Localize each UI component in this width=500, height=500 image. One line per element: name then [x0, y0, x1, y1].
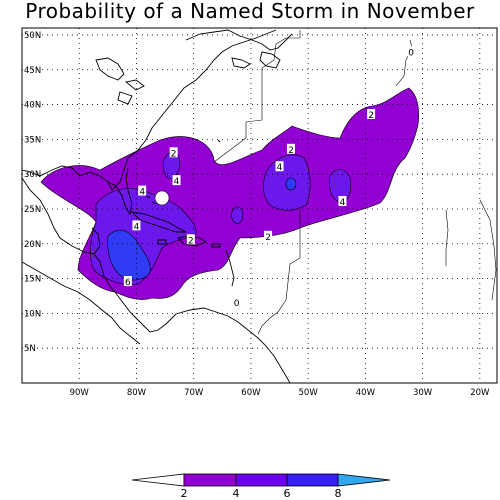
contour-label: 4 [134, 222, 140, 232]
longitude-tick-labels: 90W 80W 70W 60W 50W 40W 30W 20W [70, 388, 490, 398]
canada-coast [185, 29, 293, 51]
lat-tick-label: 25N [24, 205, 41, 215]
colorbar-segment-4-6 [235, 473, 288, 487]
lat-tick-label: 15N [24, 275, 41, 285]
lon-tick-label: 40W [356, 388, 376, 398]
south-america-coast [165, 307, 291, 383]
map-frame [21, 27, 498, 384]
contour-label: 0 [234, 299, 240, 309]
colorbar-right-arrow [337, 473, 391, 487]
colorbar-label: 6 [284, 487, 291, 500]
pacific-coast [22, 261, 141, 345]
lon-tick-label: 60W [241, 388, 261, 398]
level-6-spot [285, 177, 297, 191]
contour-label-background [232, 296, 241, 307]
lon-tick-label: 70W [184, 388, 204, 398]
contour-label-background [132, 220, 141, 231]
lat-tick-label: 30N [24, 170, 41, 180]
jamaica [157, 239, 167, 245]
contour-label: 4 [174, 177, 180, 187]
contour-label-background [123, 276, 132, 287]
latitude-tick-labels: 50N 45N 40N 35N 30N 25N 20N 15N 10N 5N [24, 31, 41, 354]
lon-tick-label: 90W [70, 388, 90, 398]
coastlines [22, 29, 293, 383]
contour-label: 0 [408, 48, 414, 58]
contour-label-background [367, 109, 376, 120]
lat-tick-label: 10N [24, 309, 41, 319]
contour-label-background [407, 46, 416, 57]
nova-scotia [231, 57, 251, 69]
contour-label-background [275, 161, 284, 172]
colorbar-label: 8 [335, 487, 342, 500]
gulf-coast [22, 177, 101, 255]
level-4-region-small [231, 206, 244, 224]
contour-label: 6 [125, 278, 131, 288]
contour-label: 4 [340, 198, 346, 208]
contour-label-background [169, 147, 178, 158]
bermuda [217, 139, 221, 143]
florida-coast [107, 167, 133, 216]
lat-tick-label: 50N [24, 31, 41, 41]
north-america-coast [22, 29, 277, 191]
contour-label: 4 [277, 163, 283, 173]
colorbar-segment-2-4 [183, 473, 237, 487]
colorbar-left-arrow [131, 473, 185, 487]
lon-tick-label: 30W [413, 388, 433, 398]
contour-label: 2 [265, 233, 271, 243]
contour-label: 2 [188, 236, 194, 246]
lat-tick-label: 45N [24, 66, 41, 76]
lat-tick-label: 35N [24, 135, 41, 145]
lat-tick-label: 20N [24, 240, 41, 250]
colorbar-segment-6-8 [286, 473, 339, 487]
contour-label: 2 [288, 146, 294, 156]
level-6-region-caribbean [107, 229, 151, 281]
lon-tick-label: 80W [127, 388, 147, 398]
colorbar: 2 4 6 8 [131, 473, 391, 500]
colorbar-label: 4 [233, 487, 240, 500]
grid-lines [22, 28, 497, 383]
contour-label-background [286, 143, 295, 154]
contour-label: 2 [368, 111, 374, 121]
cuba [130, 211, 187, 233]
lesser-antilles [225, 249, 235, 287]
contour-label-background [338, 196, 347, 207]
contour-label-background [138, 185, 147, 196]
newfoundland [259, 51, 281, 69]
contour-label: 4 [139, 188, 145, 198]
contour-label-background [172, 175, 181, 186]
contour-label: 2 [171, 149, 177, 159]
lat-tick-label: 5N [24, 344, 36, 354]
contour-label-background [186, 234, 195, 245]
map-title: Probability of a Named Storm in November [25, 0, 475, 23]
colorbar-label: 2 [181, 487, 188, 500]
contour-label-background [264, 230, 273, 241]
probability-shading [40, 87, 420, 300]
level-4-region-east [329, 169, 352, 203]
central-america-coast [93, 253, 167, 333]
low-probability-hole [154, 190, 170, 206]
boundary-lines [213, 30, 497, 335]
great-lakes [95, 57, 145, 105]
lon-tick-label: 20W [470, 388, 490, 398]
lat-tick-label: 40N [24, 101, 41, 111]
lon-tick-label: 50W [299, 388, 319, 398]
